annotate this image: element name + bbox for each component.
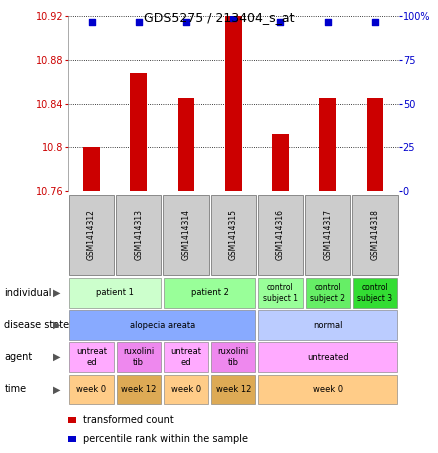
Bar (164, 375, 208, 404)
Text: ruxolini
tib: ruxolini tib (123, 347, 154, 367)
Bar (353, 278, 397, 308)
Text: GSM1414316: GSM1414316 (276, 209, 285, 260)
Text: alopecia areata: alopecia areata (130, 321, 195, 329)
Text: week 0: week 0 (171, 385, 201, 394)
Bar (258, 310, 397, 340)
Bar (83, 147, 100, 191)
Bar (69, 375, 114, 404)
Point (230, 14, 237, 22)
Bar (164, 342, 208, 372)
Text: control
subject 3: control subject 3 (357, 283, 392, 303)
Bar (258, 342, 397, 372)
Text: time: time (4, 384, 27, 395)
Text: normal: normal (313, 321, 343, 329)
Bar (367, 98, 383, 191)
Bar (163, 195, 208, 275)
Text: GSM1414312: GSM1414312 (87, 209, 96, 260)
Bar (258, 278, 303, 308)
Point (183, 18, 190, 25)
Bar (272, 134, 289, 191)
Point (135, 18, 142, 25)
Point (371, 18, 378, 25)
Bar (352, 195, 398, 275)
Bar (319, 98, 336, 191)
Bar (68, 436, 76, 442)
Bar (306, 278, 350, 308)
Bar (117, 375, 161, 404)
Text: untreat
ed: untreat ed (76, 347, 107, 367)
Text: untreat
ed: untreat ed (170, 347, 201, 367)
Point (277, 18, 284, 25)
Text: GSM1414313: GSM1414313 (134, 209, 143, 260)
Text: agent: agent (4, 352, 32, 362)
Bar (211, 195, 256, 275)
Text: individual: individual (4, 288, 52, 298)
Bar (69, 195, 114, 275)
Point (88, 18, 95, 25)
Text: control
subject 2: control subject 2 (310, 283, 345, 303)
Text: GDS5275 / 213404_s_at: GDS5275 / 213404_s_at (144, 11, 294, 24)
Bar (69, 310, 255, 340)
Text: GSM1414318: GSM1414318 (371, 209, 379, 260)
Text: GSM1414315: GSM1414315 (229, 209, 238, 260)
Bar (225, 16, 241, 191)
Bar (164, 278, 255, 308)
Text: disease state: disease state (4, 320, 70, 330)
Text: control
subject 1: control subject 1 (263, 283, 298, 303)
Bar (116, 195, 162, 275)
Bar (68, 416, 76, 423)
Text: GSM1414317: GSM1414317 (323, 209, 332, 260)
Text: week 0: week 0 (77, 385, 106, 394)
Bar (211, 342, 255, 372)
Text: ruxolini
tib: ruxolini tib (218, 347, 249, 367)
Bar (305, 195, 350, 275)
Bar (69, 278, 161, 308)
Bar (131, 73, 147, 191)
Bar (258, 195, 303, 275)
Text: ▶: ▶ (53, 384, 61, 395)
Bar (211, 375, 255, 404)
Text: patient 1: patient 1 (96, 289, 134, 297)
Point (324, 18, 331, 25)
Text: ▶: ▶ (53, 352, 61, 362)
Text: week 0: week 0 (313, 385, 343, 394)
Bar (258, 375, 397, 404)
Text: percentile rank within the sample: percentile rank within the sample (83, 434, 248, 444)
Text: ▶: ▶ (53, 288, 61, 298)
Text: GSM1414314: GSM1414314 (181, 209, 191, 260)
Text: transformed count: transformed count (83, 415, 173, 425)
Text: week 12: week 12 (215, 385, 251, 394)
Text: untreated: untreated (307, 353, 349, 361)
Bar (117, 342, 161, 372)
Bar (69, 342, 114, 372)
Text: ▶: ▶ (53, 320, 61, 330)
Text: patient 2: patient 2 (191, 289, 229, 297)
Text: week 12: week 12 (121, 385, 156, 394)
Bar (178, 98, 194, 191)
